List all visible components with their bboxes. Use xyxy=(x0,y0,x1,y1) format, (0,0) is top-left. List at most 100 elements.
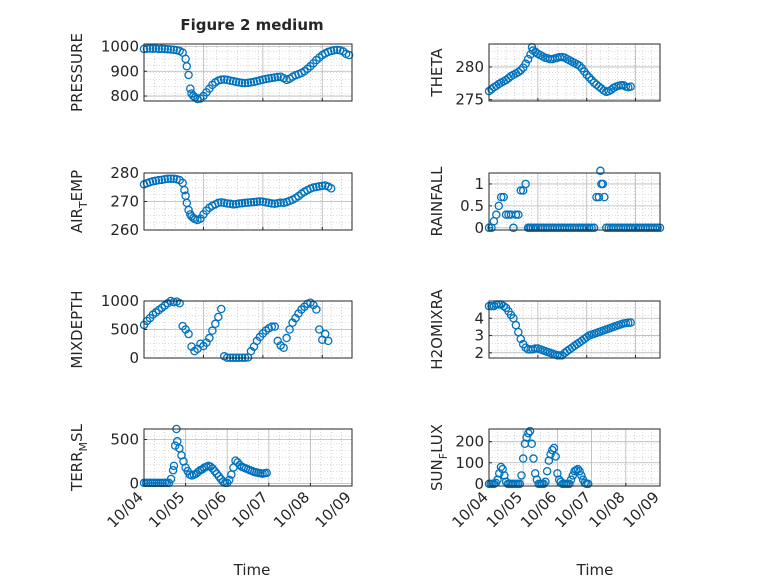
axes-box xyxy=(488,43,661,102)
data-point xyxy=(186,84,195,93)
data-point xyxy=(217,304,226,314)
data-point xyxy=(237,78,247,88)
data-point xyxy=(518,454,528,463)
data-point xyxy=(584,73,594,82)
data-point xyxy=(222,199,232,208)
data-point xyxy=(243,78,253,88)
subplot-2: 260 270 280 AIRTEMP xyxy=(68,164,353,239)
data-point xyxy=(157,44,167,53)
data-point xyxy=(626,318,635,327)
data-point xyxy=(583,479,593,489)
data-point xyxy=(262,468,271,478)
data-point xyxy=(145,44,155,53)
subplot-4: 0 500 1000 MIXDEPTH xyxy=(68,290,353,369)
y-tick-label: 4 xyxy=(474,309,484,327)
data-point xyxy=(182,62,192,71)
data-point xyxy=(571,465,581,475)
y-tick-label: 900 xyxy=(110,62,139,80)
x-axis-label-left: Time xyxy=(233,561,271,579)
data-point xyxy=(577,471,586,480)
data-point xyxy=(193,467,203,477)
data-point xyxy=(539,479,548,489)
data-point xyxy=(521,59,530,68)
data-point xyxy=(219,75,229,84)
data-point xyxy=(555,351,565,360)
data-point xyxy=(205,333,214,343)
data-point xyxy=(546,450,555,459)
subplot-5: 234 H2OMIXRA xyxy=(428,289,661,370)
data-point xyxy=(234,199,244,208)
data-point xyxy=(166,174,175,183)
data-point xyxy=(312,305,321,314)
data-point xyxy=(168,465,178,475)
data-point xyxy=(240,78,250,88)
data-point xyxy=(208,326,217,335)
data-point xyxy=(582,70,591,80)
y-axis-label: PRESSURE xyxy=(68,33,86,112)
data-point xyxy=(650,223,660,233)
data-point xyxy=(553,351,562,360)
data-point xyxy=(240,198,250,208)
data-point xyxy=(249,197,259,207)
data-point xyxy=(542,466,552,476)
data-point xyxy=(231,77,241,87)
data-point xyxy=(246,198,256,207)
data-point xyxy=(598,179,608,189)
data-point xyxy=(344,50,354,60)
data-point xyxy=(566,475,576,484)
data-point xyxy=(494,201,504,211)
data-point xyxy=(166,45,175,54)
data-point xyxy=(332,45,342,55)
data-point xyxy=(208,464,217,473)
y-tick-label: 0 xyxy=(474,219,484,237)
data-point xyxy=(575,466,584,476)
subplot-1: 275 280 THETA xyxy=(428,43,661,109)
data-point xyxy=(524,428,533,438)
data-point xyxy=(584,223,594,233)
data-point xyxy=(516,65,526,75)
data-point xyxy=(596,166,605,176)
data-point xyxy=(514,210,523,219)
y-tick-label: 260 xyxy=(110,221,139,239)
data-point xyxy=(170,441,180,450)
data-point xyxy=(142,44,152,53)
data-point xyxy=(509,223,518,233)
data-point xyxy=(160,44,170,54)
data-point xyxy=(501,210,511,219)
figure-title: Figure 2 medium xyxy=(180,16,323,34)
y-axis-label: THETA xyxy=(428,48,446,98)
y-tick-label: 270 xyxy=(110,193,139,211)
data-point xyxy=(154,175,164,185)
data-point xyxy=(587,75,596,85)
y-tick-label: 1000 xyxy=(101,292,139,310)
y-tick-label: 800 xyxy=(110,87,139,105)
y-axis-label: AIRTEMP xyxy=(68,170,90,233)
data-point xyxy=(212,469,222,478)
data-point xyxy=(315,325,324,334)
data-point xyxy=(175,299,184,308)
axes-box xyxy=(143,43,353,102)
data-point xyxy=(329,45,339,55)
data-point xyxy=(600,192,609,202)
data-point xyxy=(523,54,533,64)
data-point xyxy=(492,210,501,219)
y-axis-label: TERRMSL xyxy=(68,423,90,492)
data-point xyxy=(169,45,178,54)
data-point xyxy=(541,477,550,487)
data-point xyxy=(270,73,279,82)
y-tick-label: 2 xyxy=(474,344,484,362)
data-point xyxy=(180,185,189,195)
data-point xyxy=(154,44,164,54)
data-point xyxy=(511,210,521,219)
data-point xyxy=(285,325,294,334)
data-point xyxy=(565,479,574,489)
subplot-3: 0 0.5 1 RAINFALL xyxy=(428,166,665,237)
data-point xyxy=(148,44,158,53)
data-point xyxy=(246,78,256,87)
data-point xyxy=(525,426,535,436)
y-tick-label: 280 xyxy=(110,164,139,182)
data-point xyxy=(237,198,247,208)
data-point xyxy=(282,333,291,343)
data-point xyxy=(235,460,244,470)
